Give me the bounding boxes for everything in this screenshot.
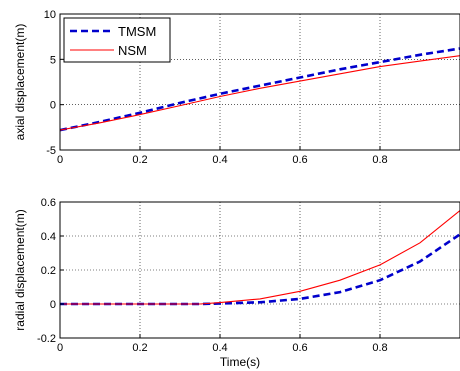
- x-tick-label: 0: [57, 342, 63, 354]
- x-tick-label: 0.8: [372, 342, 387, 354]
- legend: TMSM NSM: [63, 17, 171, 63]
- series-line-tmsm: [59, 47, 460, 132]
- y-tick-label: 0.4: [41, 231, 56, 243]
- y-tick-label: -5: [46, 145, 56, 157]
- y-tick-label: 5: [50, 54, 56, 66]
- x-tick-label: 0.6: [292, 342, 307, 354]
- y-tick-label: 0.6: [41, 197, 56, 209]
- y-axis-label: axial displacement(m): [13, 24, 27, 141]
- y-tick-label: 0: [50, 299, 56, 311]
- axes-frame: [59, 13, 460, 151]
- x-axis-label: Time(s): [220, 355, 260, 369]
- x-tick-label: 0: [57, 154, 63, 166]
- x-tick-label: 0.2: [132, 154, 147, 166]
- y-tick-label: 10: [44, 9, 56, 21]
- legend-label-tmsm: TMSM: [118, 24, 156, 39]
- y-tick-label: -0.2: [37, 333, 56, 345]
- x-tick-label: 0.8: [372, 154, 387, 166]
- y-axis-label: radial displacement(m): [13, 209, 27, 330]
- y-tick-label: 0: [50, 100, 56, 112]
- legend-label-nsm: NSM: [118, 43, 147, 58]
- series-line-nsm: [60, 210, 460, 305]
- legend-box: [63, 17, 171, 63]
- x-tick-label: 0.2: [132, 342, 147, 354]
- y-tick-label: 0.2: [41, 265, 56, 277]
- x-tick-label: 0.6: [292, 154, 307, 166]
- x-tick-label: 0.4: [212, 342, 227, 354]
- x-tick-label: 0.4: [212, 154, 227, 166]
- series-line-nsm: [59, 55, 460, 131]
